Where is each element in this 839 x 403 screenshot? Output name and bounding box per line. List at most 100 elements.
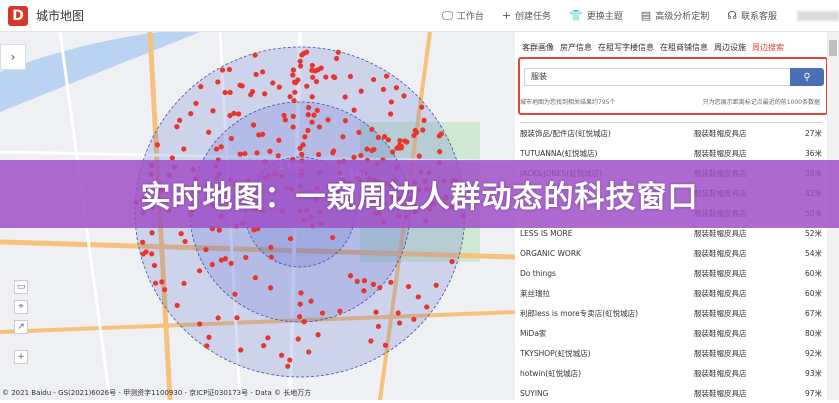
tab-2[interactable]: 在租写字楼信息 (598, 43, 654, 52)
crowd-dot (181, 280, 187, 286)
zoom-in-button[interactable]: + (14, 350, 28, 364)
crowd-dot (262, 91, 268, 97)
crowd-dot (342, 118, 349, 124)
crowd-dot (393, 85, 400, 91)
crowd-dot (290, 67, 297, 73)
crowd-dot (291, 98, 297, 104)
crowd-dot (152, 280, 159, 286)
crowd-dot (405, 283, 412, 290)
list-item[interactable]: TUTUANNA(虹悦城店) 服装鞋帽皮具店 36米 (520, 143, 822, 163)
list-item[interactable]: 莱丝瑞拉 服装鞋帽皮具店 60米 (520, 283, 822, 303)
crowd-dot (364, 146, 370, 152)
place-distance: 80米 (804, 328, 822, 338)
shirt-icon: 👕 (569, 9, 583, 22)
crowd-dot (316, 124, 323, 130)
nav-document[interactable]: ▤ 高级分析定制 (641, 9, 709, 22)
user-account[interactable] (797, 10, 839, 21)
crowd-dot (380, 86, 387, 92)
crowd-dot (420, 127, 426, 133)
nav-label: 工作台 (456, 12, 484, 22)
search-input[interactable]: 服装 (524, 68, 792, 86)
nav-headset[interactable]: ☊ 联系客服 (727, 9, 777, 22)
crowd-dot (297, 301, 303, 307)
place-name: TUTUANNA(虹悦城店) (520, 148, 598, 158)
list-item[interactable]: SUYING 服装鞋帽皮具店 97米 (520, 383, 822, 403)
crowd-dot (276, 84, 282, 90)
place-distance: 67米 (804, 308, 822, 318)
crowd-dot (238, 347, 244, 353)
tab-0[interactable]: 客群画像 (522, 43, 554, 52)
list-item[interactable]: 服装饰品/配件店(虹悦城店) 服装鞋帽皮具店 27米 (520, 123, 822, 143)
nav-monitor[interactable]: 🖵 工作台 (442, 9, 484, 23)
crowd-dot (319, 310, 326, 316)
tab-4[interactable]: 周边设施 (714, 43, 746, 52)
tab-5[interactable]: 周边搜索 (752, 43, 784, 52)
map-tool-button[interactable]: ↗ (14, 320, 28, 334)
place-distance: 60米 (804, 268, 822, 278)
crowd-dot (149, 251, 155, 257)
map-tool-button[interactable]: ▭ (14, 280, 28, 294)
place-distance: 97米 (804, 388, 822, 398)
crowd-dot (302, 134, 308, 140)
crowd-dot (315, 332, 321, 338)
place-category: 服装鞋帽皮具店 (694, 348, 747, 358)
crowd-dot (291, 79, 298, 85)
crowd-dot (316, 151, 322, 158)
crowd-dot (402, 138, 408, 144)
crowd-dot (216, 227, 222, 233)
tab-3[interactable]: 在租商铺信息 (660, 43, 708, 52)
crowd-dot (182, 238, 188, 245)
nav-label: 高级分析定制 (655, 12, 710, 22)
crowd-dot (231, 110, 237, 116)
plus-icon: + (501, 9, 512, 22)
crowd-dot (309, 62, 315, 68)
crowd-dot (159, 279, 165, 285)
search-button[interactable]: ⚲ (790, 68, 824, 86)
crowd-dot (188, 111, 194, 117)
crowd-dot (330, 234, 336, 241)
crowd-dot (388, 279, 394, 285)
crowd-dot (237, 82, 243, 88)
crowd-dot (174, 302, 180, 308)
crowd-dot (419, 104, 425, 110)
list-item[interactable]: hotwin(虹悦城店) 服装鞋帽皮具店 93米 (520, 363, 822, 383)
crowd-dot (416, 153, 422, 159)
crowd-dot (305, 112, 311, 118)
crowd-dot (388, 99, 394, 105)
crowd-dot (394, 145, 400, 151)
top-bar: D 城市地图 🖵 工作台 + 创建任务 👕 更换主题 ▤ 高级分析定制 ☊ 联系客服 (0, 0, 839, 32)
crowd-dot (209, 261, 215, 268)
crowd-dot (253, 71, 259, 78)
crowd-dot (331, 148, 337, 154)
expand-panel-button[interactable]: › (0, 44, 26, 70)
crowd-dot (248, 92, 254, 98)
nav-shirt[interactable]: 👕 更换主题 (569, 9, 623, 22)
crowd-dot (169, 155, 175, 161)
crowd-dot (210, 108, 216, 114)
list-item[interactable]: TKYSHOP(虹悦城店) 服装鞋帽皮具店 92米 (520, 343, 822, 363)
crowd-dot (433, 282, 439, 288)
place-category: 服装鞋帽皮具店 (694, 268, 747, 278)
crowd-dot (358, 88, 364, 94)
crowd-dot (385, 137, 391, 143)
crowd-dot (151, 262, 158, 269)
crowd-dot (415, 294, 421, 300)
crowd-dot (232, 291, 238, 297)
title-banner: 实时地图：一窥周边人群动态的科技窗口 (0, 160, 839, 228)
crowd-dot (206, 129, 212, 135)
tab-1[interactable]: 房产信息 (560, 43, 592, 52)
nav-plus[interactable]: + 创建任务 (502, 9, 551, 22)
list-item[interactable]: 利郎less is more专卖店(虹悦城店) 服装鞋帽皮具店 67米 (520, 303, 822, 323)
crowd-dot (401, 93, 407, 99)
crowd-dot (265, 335, 271, 341)
list-item[interactable]: ORGANIC WORK 服装鞋帽皮具店 54米 (520, 243, 822, 263)
monitor-icon: 🖵 (442, 8, 453, 22)
list-item[interactable]: MiDa家 服装鞋帽皮具店 80米 (520, 323, 822, 343)
scrollbar-thumb[interactable] (829, 40, 837, 56)
crowd-dot (228, 260, 234, 266)
list-item[interactable]: LESS IS MORE 服装鞋帽皮具店 52米 (520, 223, 822, 243)
map-tool-button[interactable]: ⌖ (14, 300, 28, 314)
crowd-dot (304, 83, 310, 89)
crowd-dot (281, 112, 287, 118)
list-item[interactable]: Do things 服装鞋帽皮具店 60米 (520, 263, 822, 283)
